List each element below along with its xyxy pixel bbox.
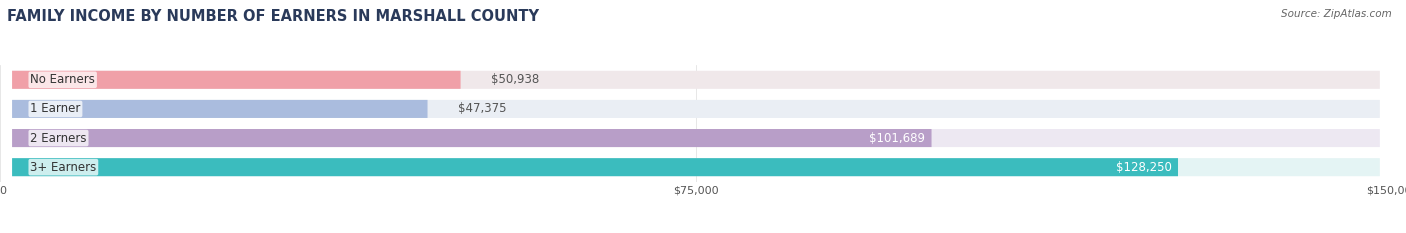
Text: $50,938: $50,938 xyxy=(491,73,538,86)
Text: $47,375: $47,375 xyxy=(458,103,506,115)
FancyBboxPatch shape xyxy=(13,71,461,89)
Text: 1 Earner: 1 Earner xyxy=(31,103,80,115)
FancyBboxPatch shape xyxy=(13,129,1379,147)
FancyBboxPatch shape xyxy=(13,158,1379,176)
Text: No Earners: No Earners xyxy=(31,73,96,86)
Text: 3+ Earners: 3+ Earners xyxy=(31,161,97,174)
Text: $101,689: $101,689 xyxy=(869,132,925,144)
Text: Source: ZipAtlas.com: Source: ZipAtlas.com xyxy=(1281,9,1392,19)
FancyBboxPatch shape xyxy=(13,100,427,118)
FancyBboxPatch shape xyxy=(13,100,1379,118)
FancyBboxPatch shape xyxy=(13,129,932,147)
Text: $128,250: $128,250 xyxy=(1116,161,1173,174)
Text: FAMILY INCOME BY NUMBER OF EARNERS IN MARSHALL COUNTY: FAMILY INCOME BY NUMBER OF EARNERS IN MA… xyxy=(7,9,538,24)
FancyBboxPatch shape xyxy=(13,158,1178,176)
FancyBboxPatch shape xyxy=(13,71,1379,89)
Text: 2 Earners: 2 Earners xyxy=(31,132,87,144)
